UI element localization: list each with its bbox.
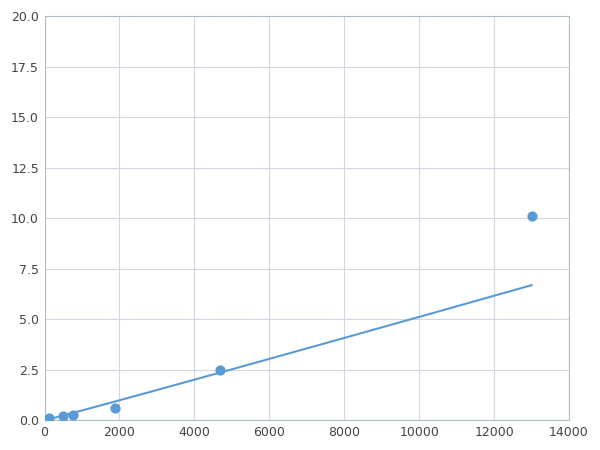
- Point: [58, 413, 68, 420]
- Point: [215, 366, 225, 373]
- Point: [110, 405, 119, 412]
- Point: [68, 412, 77, 419]
- Point: [44, 415, 54, 422]
- Point: [527, 212, 536, 220]
